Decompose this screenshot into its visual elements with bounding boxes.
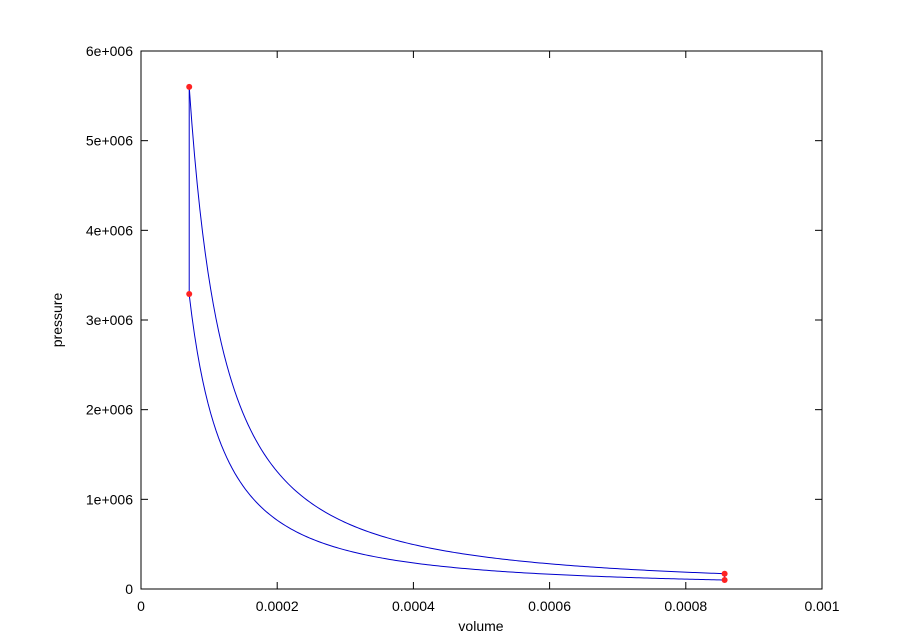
y-tick-labels: 0 1e+006 2e+006 3e+006 4e+006 5e+006 6e+006 (86, 43, 133, 597)
y-tick-label: 1e+006 (86, 491, 133, 507)
state-point (186, 83, 193, 90)
x-tick-label: 0.0004 (392, 598, 435, 614)
x-tick-label: 0.0006 (528, 598, 571, 614)
x-tick-label: 0 (137, 598, 145, 614)
x-tick-labels: 0 0.0002 0.0004 0.0006 0.0008 0.001 (137, 598, 840, 614)
y-tick-label: 6e+006 (86, 43, 133, 59)
state-point (186, 290, 193, 297)
y-tick-label: 3e+006 (86, 312, 133, 328)
axis-ticks (140, 50, 823, 590)
y-tick-label: 0 (125, 581, 133, 597)
x-tick-label: 0.0008 (664, 598, 707, 614)
state-point (721, 570, 728, 577)
x-axis-title: volume (458, 618, 503, 634)
y-axis-title: pressure (49, 293, 65, 348)
y-tick-label: 5e+006 (86, 133, 133, 149)
x-tick-label: 0.0002 (256, 598, 299, 614)
state-points (186, 83, 728, 584)
expansion-curve-line (188, 86, 725, 575)
y-tick-label: 2e+006 (86, 402, 133, 418)
x-tick-label: 0.001 (804, 598, 839, 614)
cycle-curves (188, 86, 726, 581)
compression-curve-line (188, 294, 725, 581)
y-tick-label: 4e+006 (86, 222, 133, 238)
state-point (721, 577, 728, 584)
